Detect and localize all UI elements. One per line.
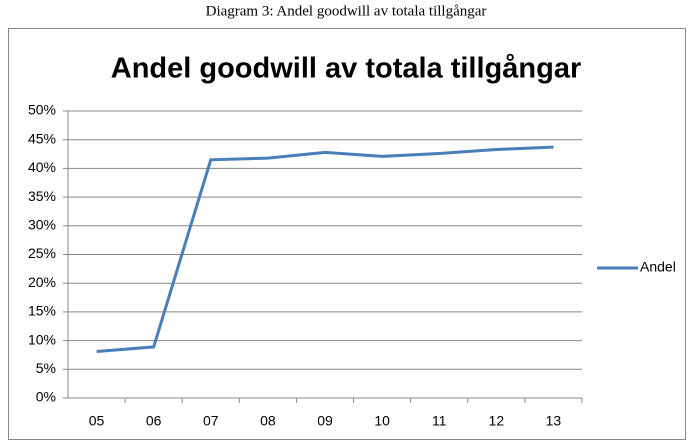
x-tick-label: 12 bbox=[489, 413, 505, 429]
y-tick-label: 15% bbox=[28, 303, 56, 319]
x-tick-label: 13 bbox=[546, 413, 562, 429]
y-tick-label: 40% bbox=[28, 159, 56, 175]
x-tick-label: 11 bbox=[432, 413, 447, 429]
x-tick-label: 07 bbox=[203, 413, 219, 429]
x-tick-label: 10 bbox=[374, 413, 390, 429]
y-tick-label: 35% bbox=[28, 188, 56, 204]
chart-title: Andel goodwill av totala tillgångar bbox=[111, 53, 582, 85]
chart-frame bbox=[8, 28, 686, 440]
y-tick-label: 45% bbox=[28, 130, 56, 146]
x-tick-label: 05 bbox=[89, 413, 105, 429]
legend-label: Andel bbox=[640, 259, 676, 275]
y-tick-label: 20% bbox=[28, 274, 56, 290]
line-series bbox=[96, 145, 554, 354]
x-tick-label: 09 bbox=[317, 413, 333, 429]
y-tick-label: 50% bbox=[28, 102, 56, 118]
y-tick-label: 10% bbox=[28, 331, 56, 347]
y-tick-label: 25% bbox=[28, 245, 56, 261]
y-tick-label: 0% bbox=[36, 389, 56, 405]
caption: Diagram 3: Andel goodwill av totala till… bbox=[206, 3, 487, 19]
x-tick-label: 06 bbox=[146, 413, 162, 429]
y-tick-label: 5% bbox=[36, 360, 56, 376]
y-tick-label: 30% bbox=[28, 217, 56, 233]
x-tick-label: 08 bbox=[260, 413, 276, 429]
